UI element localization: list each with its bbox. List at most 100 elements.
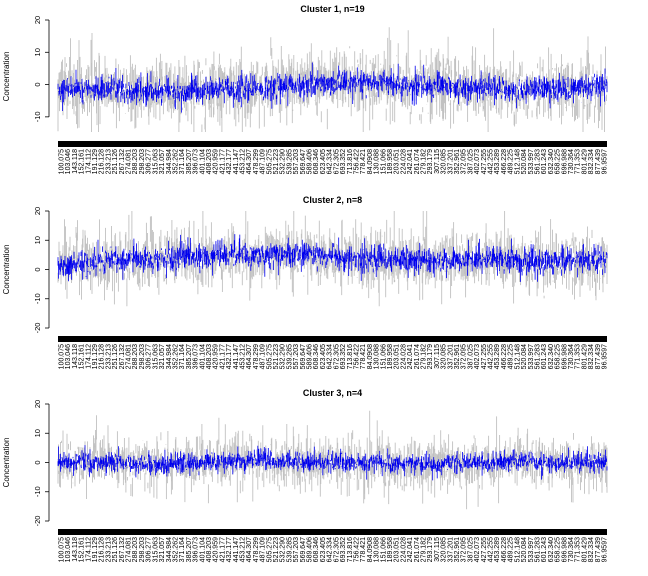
- x-tick-label: 778.421: [360, 537, 367, 562]
- x-tick-label: 642.334: [327, 344, 334, 369]
- x-tick-label: 608.346: [313, 344, 320, 369]
- x-tick-label: 877.439: [595, 537, 602, 562]
- x-tick-label: 96.9597: [602, 149, 609, 174]
- x-tick-label: 557.203: [293, 537, 300, 562]
- x-tick-label: 466.228: [501, 149, 508, 174]
- x-tick-label: 96.9597: [602, 344, 609, 369]
- x-tick-label: 251.126: [112, 149, 119, 174]
- x-tick-label: 532.290: [280, 344, 287, 369]
- cluster-panel-2: Cluster 2, n=8 Concentration -20 -10 0 10 20 10…: [2, 195, 609, 369]
- x-tick-label: 130.088: [374, 149, 381, 174]
- x-tick-label: 288.203: [132, 537, 139, 562]
- x-tick-label: 478.299: [253, 149, 260, 174]
- x-tick-label: 421.177: [219, 537, 226, 562]
- x-tick-label: 442.255: [488, 149, 495, 174]
- cluster-panel-3: Cluster 3, n=4 Concentration -20 -10 0 10 20 10…: [2, 388, 609, 562]
- x-tick-label: 693.352: [340, 149, 347, 174]
- x-tick-label: 778.421: [360, 344, 367, 369]
- x-tick-label: 505.275: [266, 537, 273, 562]
- x-tick-label: 420.959: [213, 537, 220, 562]
- x-tick-label: 487.109: [260, 537, 267, 562]
- x-tick-label: 103.046: [65, 149, 72, 174]
- x-tick-label: 279.182: [421, 149, 428, 174]
- x-tick-label: 401.104: [199, 537, 206, 562]
- x-tick-label: 352.262: [173, 537, 180, 562]
- x-tick-label: 408.203: [206, 344, 213, 369]
- x-tick-label: 512.148: [514, 149, 521, 174]
- x-tick-label: 216.128: [99, 537, 106, 562]
- x-tick-label: 696.988: [561, 344, 568, 369]
- x-tick-label: 489.225: [508, 344, 515, 369]
- y-tick-label: 20: [33, 400, 42, 408]
- x-tick-label: 100.075: [59, 149, 66, 174]
- x-tick-label: 274.081: [126, 537, 133, 562]
- x-tick-label: 642.334: [327, 537, 334, 562]
- x-tick-label: 421.177: [219, 149, 226, 174]
- x-tick-label: 532.290: [280, 537, 287, 562]
- x-tick-label: 320.085: [441, 537, 448, 562]
- x-tick-label: 371.164: [179, 149, 186, 174]
- y-tick-label: 10: [33, 48, 42, 56]
- x-tick-label: 385.207: [186, 537, 193, 562]
- x-tick-label: 658.225: [555, 537, 562, 562]
- x-tick-label: 371.164: [179, 537, 186, 562]
- x-tick-label: 408.203: [206, 149, 213, 174]
- x-tick-label: 442.255: [488, 537, 495, 562]
- x-tick-label: 203.051: [394, 537, 401, 562]
- x-tick-label: 756.422: [354, 149, 361, 174]
- x-tick-label: 489.225: [508, 537, 515, 562]
- x-tick-label: 512.148: [514, 344, 521, 369]
- cluster-mean-series: [57, 62, 608, 113]
- x-axis-tick-band: [58, 141, 607, 147]
- x-tick-label: 608.346: [313, 149, 320, 174]
- x-tick-label: 321.057: [159, 344, 166, 369]
- x-tick-label: 771.353: [575, 149, 582, 174]
- x-tick-label: 557.203: [293, 149, 300, 174]
- x-tick-label: 771.353: [575, 344, 582, 369]
- x-tick-label: 279.182: [421, 344, 428, 369]
- x-tick-label: 730.364: [568, 537, 575, 562]
- x-tick-label: 505.275: [266, 149, 273, 174]
- x-tick-label: 832.334: [588, 149, 595, 174]
- x-tick-label: 337.201: [447, 537, 454, 562]
- x-tick-label: 505.275: [266, 344, 273, 369]
- x-tick-label: 512.148: [514, 537, 521, 562]
- x-tick-label: 441.147: [233, 344, 240, 369]
- x-tick-label: 371.164: [179, 344, 186, 369]
- x-tick-label: 242.041: [407, 537, 414, 562]
- x-tick-label: 189.958: [387, 344, 394, 369]
- x-tick-label: 771.353: [575, 537, 582, 562]
- x-tick-label: 293.179: [427, 344, 434, 369]
- x-tick-label: 533.997: [528, 537, 535, 562]
- y-tick-label: 20: [33, 16, 42, 24]
- x-tick-label: 320.085: [441, 149, 448, 174]
- x-tick-label: 100.075: [59, 537, 66, 562]
- x-tick-label: 696.988: [561, 537, 568, 562]
- x-tick-label: 427.255: [481, 149, 488, 174]
- panel-title: Cluster 1, n=19: [300, 4, 364, 14]
- x-tick-label: 233.213: [105, 537, 112, 562]
- x-tick-label: 557.203: [293, 344, 300, 369]
- x-tick-label: 372.095: [461, 537, 468, 562]
- y-tick-label: -20: [33, 323, 42, 334]
- x-tick-label: 453.212: [240, 344, 247, 369]
- x-tick-label: 216.128: [99, 149, 106, 174]
- x-tick-label: 561.283: [535, 344, 542, 369]
- x-tick-label: 267.132: [119, 537, 126, 562]
- x-tick-label: 730.364: [568, 344, 575, 369]
- x-tick-label: 464.307: [246, 537, 253, 562]
- x-tick-label: 464.307: [246, 344, 253, 369]
- y-tick-label: -20: [33, 516, 42, 527]
- x-tick-label: 100.075: [59, 344, 66, 369]
- x-tick-label: 307.115: [434, 344, 441, 369]
- x-tick-label: 216.128: [99, 344, 106, 369]
- x-tick-label: 224.028: [400, 537, 407, 562]
- x-tick-label: 387.025: [467, 344, 474, 369]
- x-tick-label: 532.290: [280, 149, 287, 174]
- y-tick-label: 10: [33, 236, 42, 244]
- x-tick-label: 191.129: [92, 537, 99, 562]
- x-tick-label: 533.997: [528, 149, 535, 174]
- x-tick-label: 533.997: [528, 344, 535, 369]
- x-tick-label: 293.179: [427, 537, 434, 562]
